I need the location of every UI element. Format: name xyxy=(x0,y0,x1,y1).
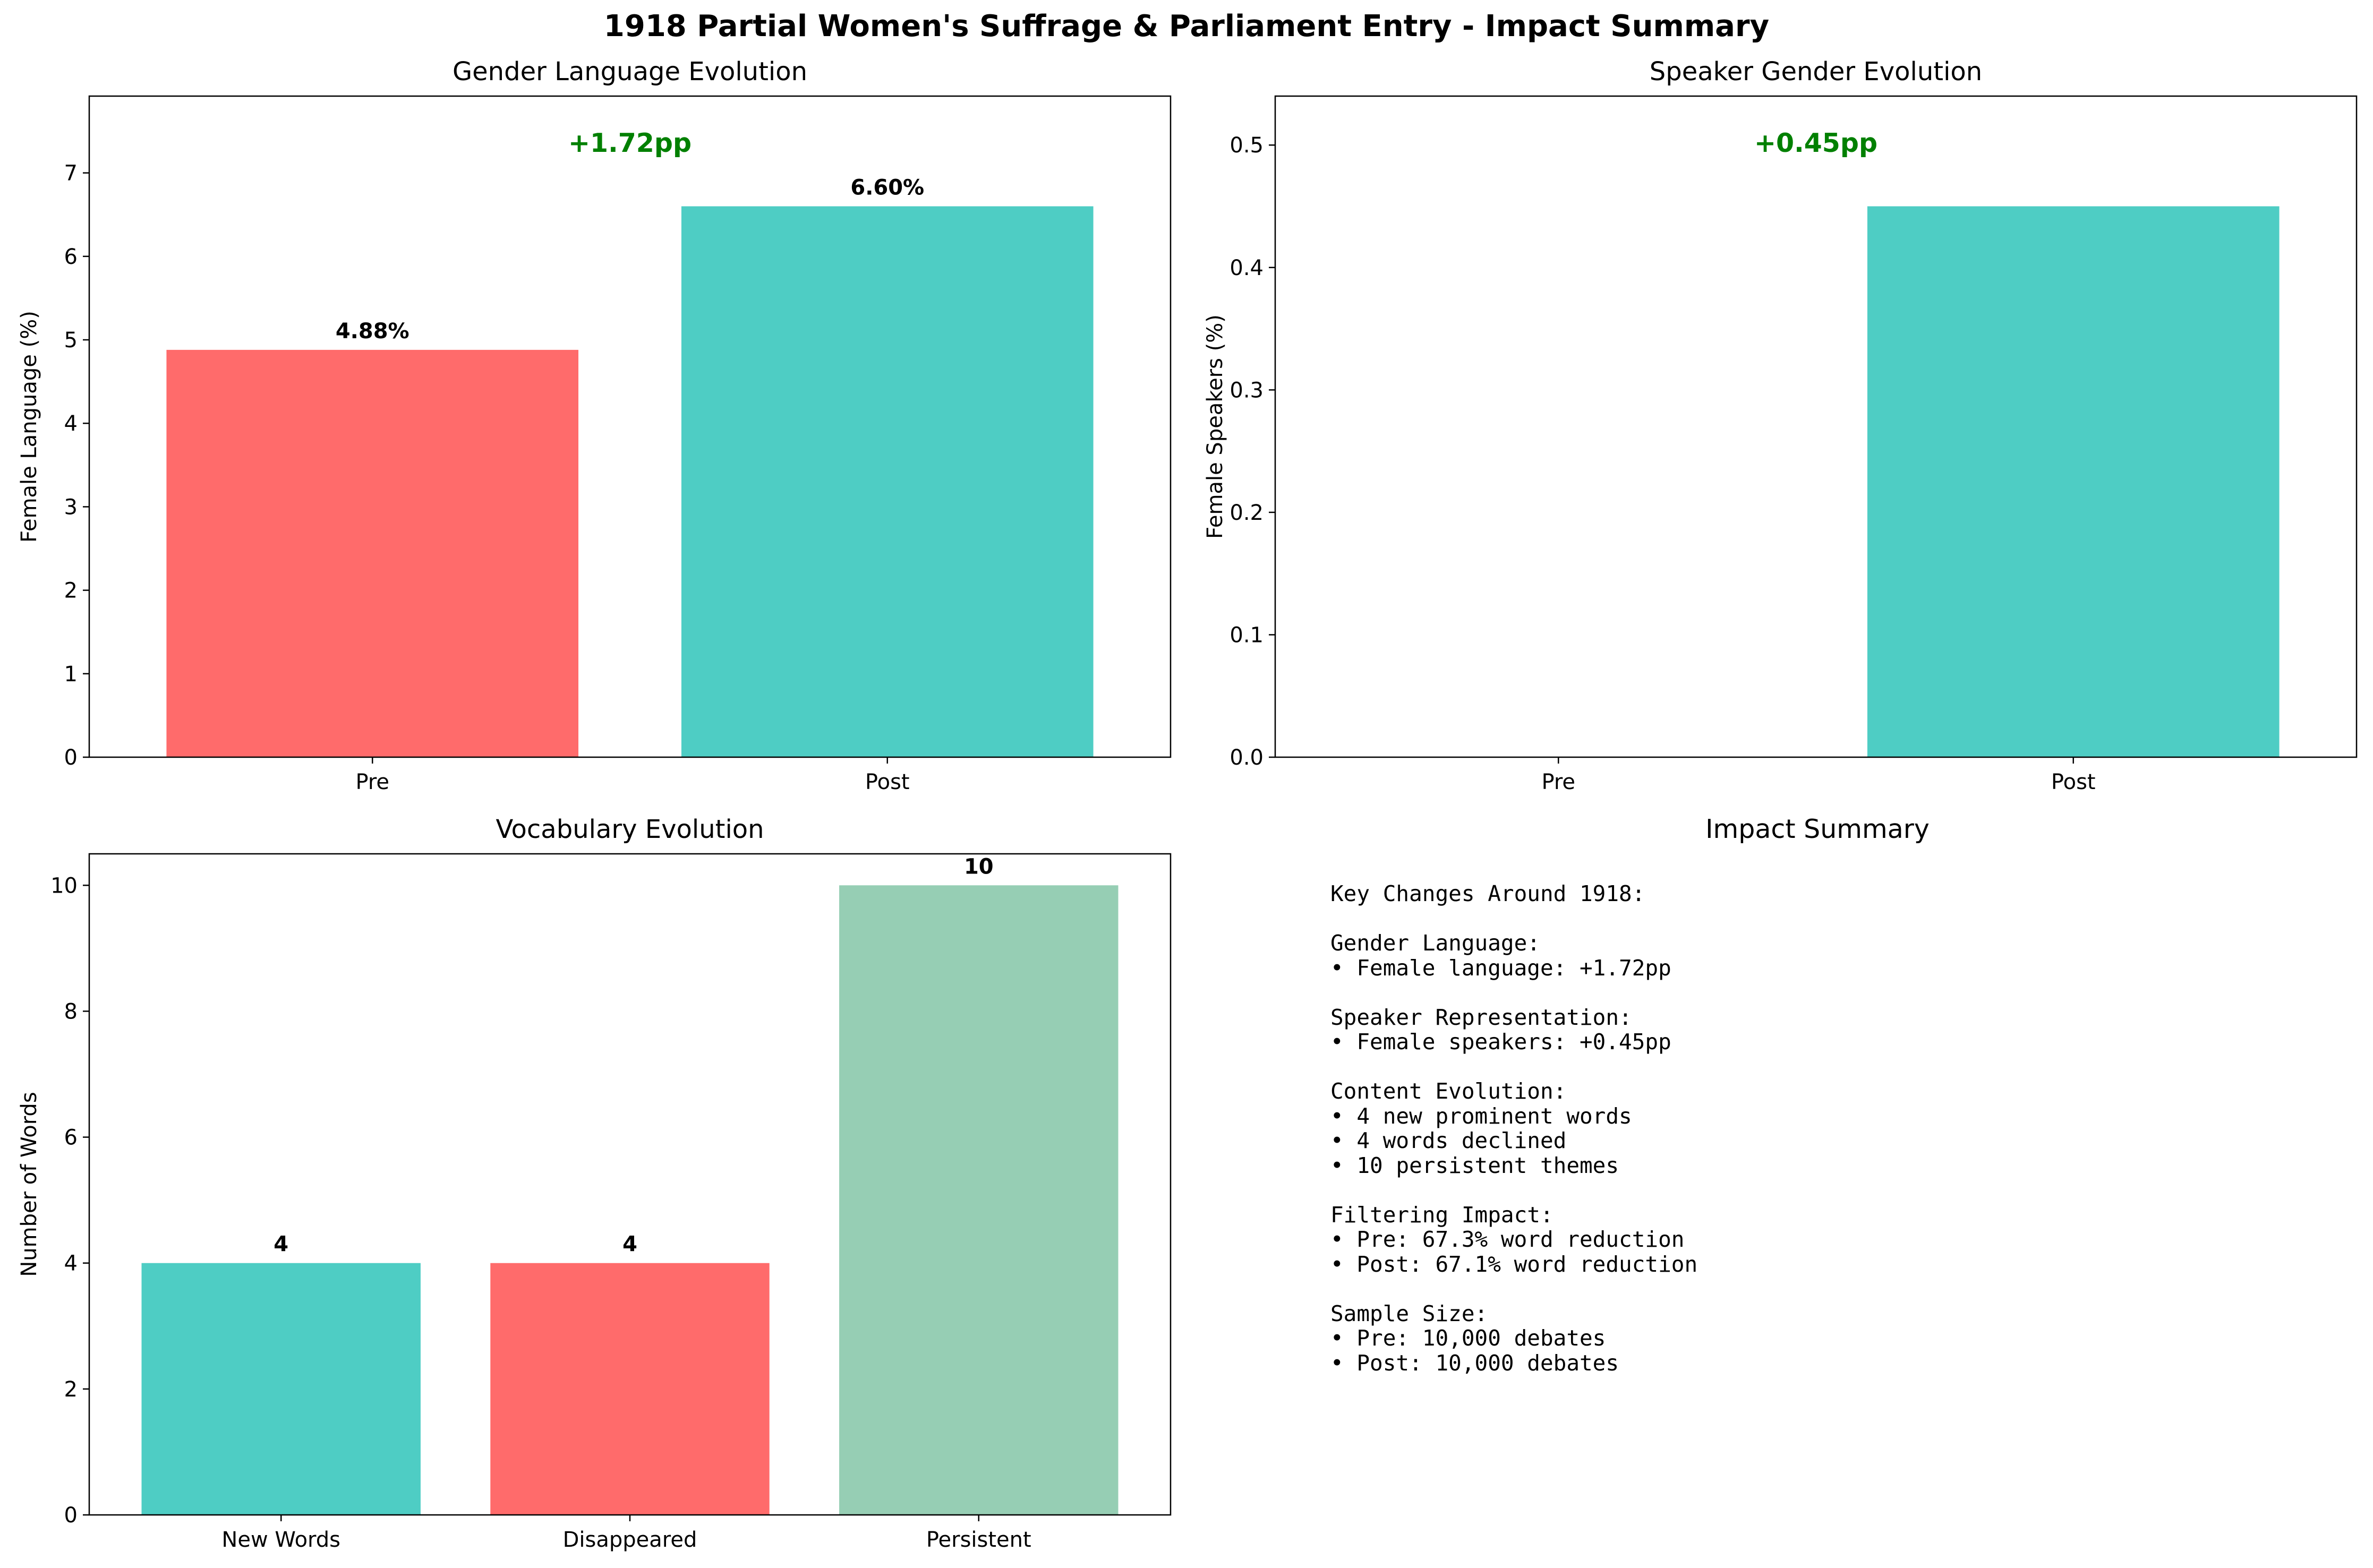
summary-line: Filtering Impact: xyxy=(1330,1202,1553,1228)
plot-frame xyxy=(88,853,1172,1516)
chart-title: Vocabulary Evolution xyxy=(496,815,764,844)
bar-value-label: 6.60% xyxy=(850,176,924,200)
bar-value-label: 10 xyxy=(964,854,994,879)
y-tick-label: 0.3 xyxy=(1230,378,1264,402)
y-tick-label: 4 xyxy=(64,412,78,436)
y-tick-label: 2 xyxy=(64,1377,78,1402)
summary-line: Sample Size: xyxy=(1330,1300,1488,1326)
bar xyxy=(681,206,1094,757)
y-tick-label: 2 xyxy=(64,579,78,603)
plot-frame xyxy=(1274,95,2358,758)
figure-title: 1918 Partial Women's Suffrage & Parliame… xyxy=(604,9,1769,44)
summary-line: Speaker Representation: xyxy=(1330,1004,1632,1030)
y-tick-label: 0.4 xyxy=(1230,256,1264,280)
bar xyxy=(839,885,1119,1515)
x-tick-label: New Words xyxy=(221,1528,340,1552)
x-tick-label: Persistent xyxy=(926,1528,1031,1552)
y-tick-label: 7 xyxy=(64,161,78,186)
y-tick-label: 5 xyxy=(64,328,78,353)
y-tick-label: 0.0 xyxy=(1230,746,1264,770)
y-tick-label: 0.1 xyxy=(1230,623,1264,647)
y-tick-label: 1 xyxy=(64,662,78,687)
chart-2: Speaker Gender Evolution Pre Post 0.0 0.1 0.2… xyxy=(1203,57,2358,794)
summary-line xyxy=(1330,1055,1697,1079)
bar-value-label: 4 xyxy=(622,1232,637,1257)
summary-line: Gender Language: xyxy=(1330,930,1540,956)
summary-line: • 4 new prominent words xyxy=(1330,1103,1632,1129)
y-tick-label: 0.2 xyxy=(1230,501,1264,525)
charts-layer: Gender Language Evolution 4.88% Pre 6.60% Po… xyxy=(17,57,2358,1552)
y-tick-label: 6 xyxy=(64,1126,78,1150)
x-tick-label: Disappeared xyxy=(563,1528,697,1552)
change-annotation: +1.72pp xyxy=(568,128,692,158)
y-tick-label: 10 xyxy=(50,873,78,898)
summary-panel-title: Impact Summary xyxy=(1705,814,1930,844)
chart-1: Gender Language Evolution 4.88% Pre 6.60% Po… xyxy=(17,57,1172,794)
chart-title: Speaker Gender Evolution xyxy=(1650,57,1982,87)
x-tick-label: Post xyxy=(2051,770,2096,794)
y-axis-label: Female Speakers (%) xyxy=(1203,314,1227,539)
summary-line: • Post: 10,000 debates xyxy=(1330,1350,1619,1376)
x-tick-label: Pre xyxy=(355,770,389,794)
impact-summary-text: Key Changes Around 1918: Gender Language:… xyxy=(1330,881,1697,1375)
summary-line: Key Changes Around 1918: xyxy=(1330,881,1645,906)
chart-title: Gender Language Evolution xyxy=(453,57,807,87)
bar-value-label: 4.88% xyxy=(336,319,409,344)
change-annotation: +0.45pp xyxy=(1754,128,1877,158)
x-tick-label: Post xyxy=(865,770,910,794)
y-tick-label: 0 xyxy=(64,1503,78,1528)
summary-line xyxy=(1330,980,1697,1005)
y-tick-label: 6 xyxy=(64,245,78,269)
summary-line: • Female speakers: +0.45pp xyxy=(1330,1029,1671,1055)
bar xyxy=(166,349,579,757)
y-tick-label: 0.5 xyxy=(1230,133,1264,158)
summary-line: • 10 persistent themes xyxy=(1330,1152,1619,1178)
summary-line: • 4 words declined xyxy=(1330,1128,1567,1153)
bar-value-label: 4 xyxy=(274,1232,288,1257)
summary-line xyxy=(1330,1276,1697,1301)
summary-line: • Post: 67.1% word reduction xyxy=(1330,1251,1698,1277)
summary-line xyxy=(1330,1178,1697,1203)
y-axis-label: Female Language (%) xyxy=(17,311,41,543)
plot-frame xyxy=(88,95,1172,758)
y-tick-label: 4 xyxy=(64,1252,78,1276)
summary-line xyxy=(1330,906,1697,931)
y-tick-label: 3 xyxy=(64,495,78,519)
y-axis-label: Number of Words xyxy=(17,1092,41,1276)
summary-line: • Pre: 67.3% word reduction xyxy=(1330,1227,1685,1252)
bar xyxy=(141,1263,421,1515)
y-tick-label: 8 xyxy=(64,999,78,1024)
summary-line: Content Evolution: xyxy=(1330,1078,1567,1104)
x-tick-label: Pre xyxy=(1541,770,1575,794)
y-tick-label: 0 xyxy=(64,746,78,770)
bar xyxy=(490,1263,770,1515)
chart-3: Vocabulary Evolution 4 New Words 4 Disappear… xyxy=(17,815,1172,1552)
summary-line: • Pre: 10,000 debates xyxy=(1330,1325,1606,1351)
bar xyxy=(1867,206,2280,757)
summary-line: • Female language: +1.72pp xyxy=(1330,955,1671,981)
